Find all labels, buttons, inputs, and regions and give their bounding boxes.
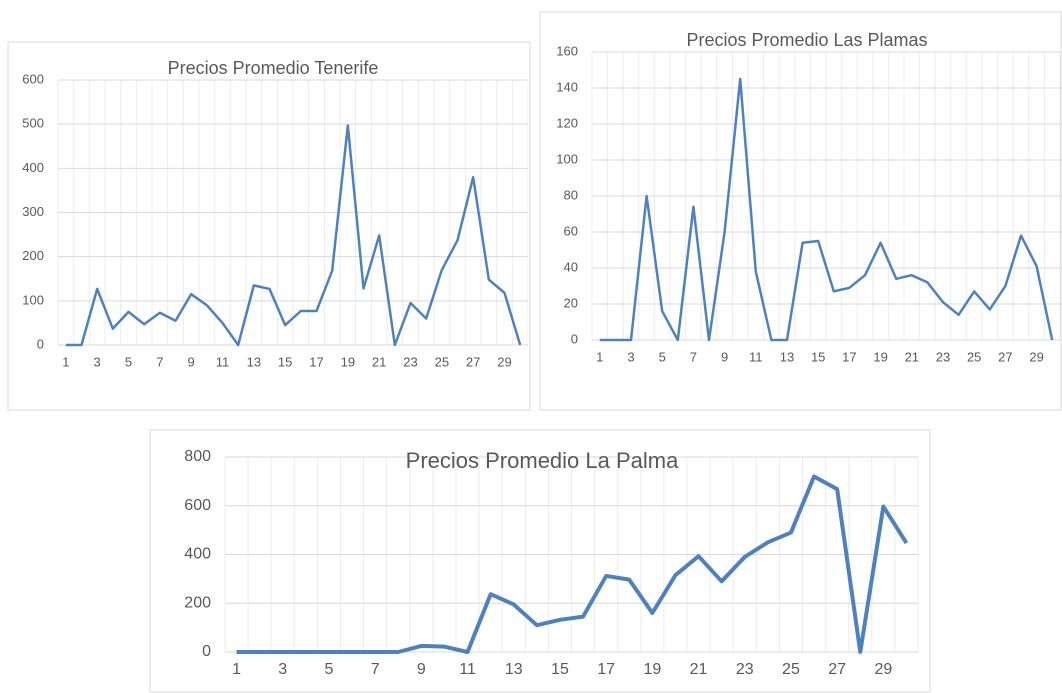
y-tick-label: 0 <box>202 643 211 660</box>
x-tick-label: 25 <box>967 349 981 364</box>
y-tick-label: 400 <box>22 160 44 175</box>
y-tick-label: 140 <box>556 79 578 94</box>
x-tick-label: 17 <box>842 349 856 364</box>
x-tick-label: 13 <box>780 349 794 364</box>
x-tick-label: 3 <box>278 661 287 678</box>
x-tick-label: 15 <box>551 661 569 678</box>
series-line <box>65 124 522 347</box>
x-tick-label: 15 <box>278 354 292 369</box>
series-line <box>236 474 909 654</box>
x-tick-label: 7 <box>371 661 380 678</box>
x-tick-label: 9 <box>188 354 195 369</box>
x-tick-label: 1 <box>62 354 69 369</box>
x-tick-label: 5 <box>659 349 666 364</box>
y-tick-label: 0 <box>571 331 578 346</box>
x-tick-label: 11 <box>216 354 230 369</box>
x-tick-label: 17 <box>597 661 615 678</box>
x-tick-label: 13 <box>247 354 261 369</box>
y-tick-label: 40 <box>564 259 578 274</box>
x-tick-label: 27 <box>466 354 480 369</box>
series-line <box>599 77 1054 342</box>
x-tick-label: 27 <box>998 349 1012 364</box>
y-tick-label: 600 <box>22 71 44 86</box>
y-tick-label: 100 <box>556 151 578 166</box>
y-tick-label: 200 <box>184 594 211 611</box>
y-tick-label: 100 <box>22 292 44 307</box>
y-tick-label: 20 <box>564 295 578 310</box>
x-tick-label: 7 <box>690 349 697 364</box>
x-tick-label: 25 <box>435 354 449 369</box>
x-tick-label: 19 <box>341 354 355 369</box>
x-tick-label: 23 <box>403 354 417 369</box>
chart-title: Precios Promedio Las Plamas <box>686 30 927 50</box>
chart-title: Precios Promedio Tenerife <box>168 58 379 78</box>
x-tick-label: 15 <box>811 349 825 364</box>
y-tick-label: 160 <box>556 43 578 58</box>
x-tick-label: 19 <box>643 661 661 678</box>
y-tick-label: 60 <box>564 223 578 238</box>
x-tick-label: 9 <box>721 349 728 364</box>
x-tick-label: 1 <box>232 661 241 678</box>
x-tick-label: 3 <box>627 349 634 364</box>
x-tick-label: 21 <box>690 661 708 678</box>
x-tick-label: 9 <box>417 661 426 678</box>
panel <box>7 41 531 411</box>
y-tick-label: 80 <box>564 187 578 202</box>
x-tick-label: 23 <box>936 349 950 364</box>
x-tick-label: 29 <box>497 354 511 369</box>
x-tick-label: 29 <box>874 661 892 678</box>
y-tick-label: 400 <box>184 546 211 563</box>
panel <box>149 429 931 693</box>
y-tick-label: 300 <box>22 204 44 219</box>
x-tick-label: 3 <box>94 354 101 369</box>
x-tick-label: 21 <box>905 349 919 364</box>
y-tick-label: 800 <box>184 448 211 465</box>
x-tick-label: 29 <box>1029 349 1043 364</box>
x-tick-label: 7 <box>156 354 163 369</box>
y-tick-label: 500 <box>22 116 44 131</box>
x-tick-label: 11 <box>749 349 763 364</box>
y-tick-label: 600 <box>184 497 211 514</box>
x-tick-label: 1 <box>596 349 603 364</box>
y-tick-label: 0 <box>37 336 44 351</box>
panel <box>539 11 1062 411</box>
x-tick-label: 21 <box>372 354 386 369</box>
y-tick-label: 120 <box>556 115 578 130</box>
x-tick-label: 27 <box>828 661 846 678</box>
x-tick-label: 11 <box>459 661 476 678</box>
x-tick-label: 19 <box>873 349 887 364</box>
x-tick-label: 5 <box>125 354 132 369</box>
chart-title: Precios Promedio La Palma <box>406 448 679 473</box>
x-tick-label: 25 <box>782 661 800 678</box>
x-tick-label: 13 <box>505 661 523 678</box>
x-tick-label: 5 <box>324 661 333 678</box>
x-tick-label: 23 <box>736 661 754 678</box>
y-tick-label: 200 <box>22 248 44 263</box>
x-tick-label: 17 <box>309 354 323 369</box>
